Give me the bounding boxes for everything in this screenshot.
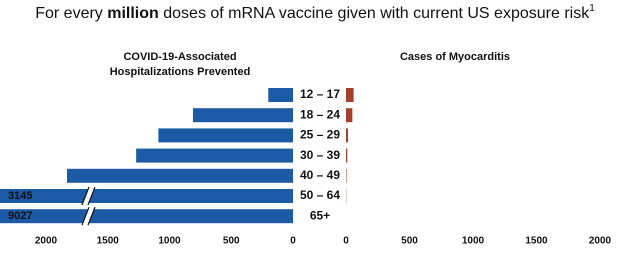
x-tick-label: 2000	[35, 236, 58, 247]
bar	[66, 168, 293, 183]
x-tick-label: 500	[401, 236, 418, 247]
category-label: 50 – 64	[300, 188, 340, 202]
category-label: 40 – 49	[300, 168, 340, 182]
data-label: 3145	[8, 190, 32, 202]
category-label: 30 – 39	[300, 148, 340, 162]
bar	[346, 88, 354, 102]
x-tick-label: 0	[290, 236, 296, 247]
bar	[158, 128, 293, 143]
bar	[136, 148, 293, 163]
bar	[192, 108, 293, 123]
category-label: 12 – 17	[300, 87, 340, 101]
x-tick-label: 1500	[97, 236, 120, 247]
left-bars	[0, 88, 293, 224]
bar	[346, 128, 349, 143]
axis-break-mark	[81, 186, 90, 206]
bar	[346, 148, 348, 163]
x-tick-label: 1500	[525, 236, 548, 247]
bar	[346, 168, 347, 183]
x-tick-label: 1000	[462, 236, 485, 247]
category-label: 65+	[310, 208, 330, 222]
title-part: doses of mRNA vaccine given with current…	[159, 5, 590, 22]
x-tick-label: 2000	[589, 236, 612, 247]
bar	[0, 189, 293, 203]
axis-break-gap	[82, 207, 95, 226]
x-tick-label: 1000	[158, 236, 181, 247]
left-header: COVID-19-Associated Hospitalizations Pre…	[109, 51, 251, 78]
right-header: Cases of Myocarditis	[399, 51, 511, 63]
x-tick-label: 0	[343, 236, 349, 247]
bar	[0, 209, 293, 224]
title-part: million	[107, 5, 159, 22]
axis-break-mark	[81, 206, 90, 226]
axis-break-mark	[87, 186, 96, 206]
data-label: 9027	[8, 210, 32, 222]
category-label: 25 – 29	[300, 128, 340, 142]
axis-break-gap	[82, 187, 95, 205]
category-label: 18 – 24	[300, 107, 340, 121]
chart-title: For every million doses of mRNA vaccine …	[35, 3, 595, 23]
x-tick-label: 500	[223, 236, 240, 247]
bar	[346, 108, 353, 123]
title-part: For every	[35, 5, 107, 22]
bar	[268, 88, 293, 102]
title-footnote: 1	[589, 3, 595, 14]
axis-break-mark	[87, 206, 96, 226]
